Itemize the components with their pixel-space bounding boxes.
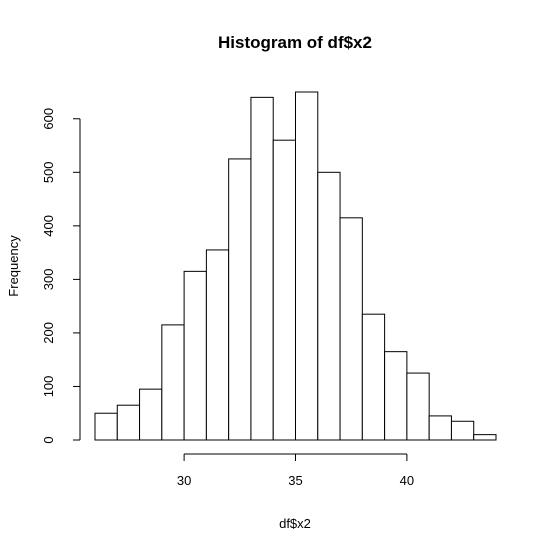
histogram-bar <box>428 415 452 441</box>
y-tick-label: 100 <box>41 376 56 398</box>
y-tick-label: 300 <box>41 269 56 291</box>
histogram-bar <box>183 270 207 441</box>
histogram-bar <box>161 324 185 441</box>
histogram-bar <box>205 249 230 441</box>
bars-group <box>94 91 497 441</box>
chart-title: Histogram of df$x2 <box>218 33 372 52</box>
y-tick-label: 0 <box>41 436 56 443</box>
histogram-bar <box>94 412 118 441</box>
x-tick-label: 30 <box>177 473 191 488</box>
histogram-bar <box>450 420 475 441</box>
x-tick-label: 40 <box>400 473 414 488</box>
x-axis-label: df$x2 <box>279 516 311 531</box>
y-tick-label: 500 <box>41 161 56 183</box>
histogram-bar <box>384 351 408 441</box>
histogram-bar <box>272 139 297 441</box>
histogram-bar <box>473 434 497 441</box>
y-tick-label: 200 <box>41 322 56 344</box>
histogram-bar <box>250 96 274 441</box>
histogram-bar <box>139 388 163 441</box>
histogram-bar <box>228 158 252 441</box>
histogram-bar <box>295 91 319 441</box>
y-tick-label: 600 <box>41 108 56 130</box>
histogram-bar <box>406 372 430 441</box>
y-axis-label: Frequency <box>6 235 21 297</box>
histogram-bar <box>361 313 386 441</box>
histogram-bar <box>339 217 363 441</box>
histogram-bar <box>317 171 341 441</box>
y-tick-label: 400 <box>41 215 56 237</box>
x-tick-label: 35 <box>288 473 302 488</box>
y-axis: 0 100 200 300 400 500 600 <box>41 108 81 444</box>
x-axis: 30 35 40 <box>177 453 414 488</box>
histogram-bar <box>116 404 141 441</box>
